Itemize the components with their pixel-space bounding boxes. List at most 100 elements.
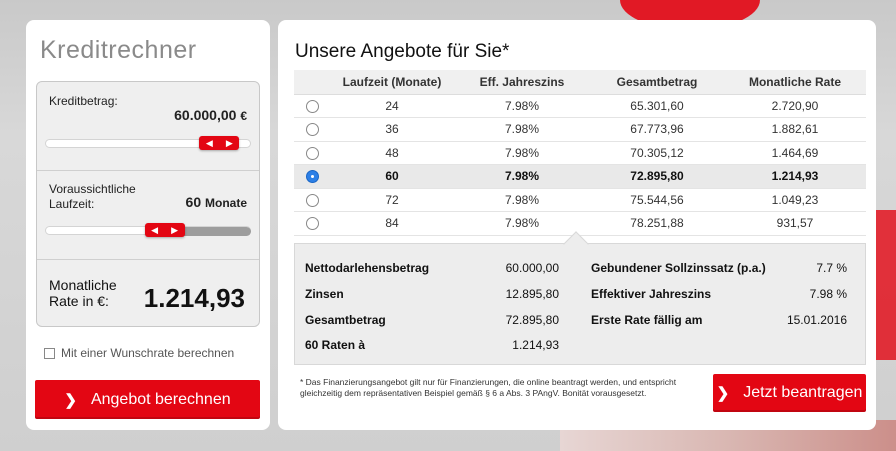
offer-total-cell: 67.773,96 — [590, 117, 724, 142]
interest-label: Zinsen — [305, 287, 344, 301]
offer-select-cell[interactable] — [294, 94, 330, 118]
calculate-offer-label: Angebot berechnen — [90, 390, 231, 408]
rate-label: Monatliche Rate in €: — [49, 277, 117, 309]
effective-rate-label: Effektiver Jahreszins — [591, 287, 712, 301]
effective-rate-value: 7.98 % — [809, 287, 847, 301]
offer-monthly-cell: 1.049,23 — [724, 188, 866, 212]
first-rate-label: Erste Rate fällig am — [591, 313, 703, 327]
table-header-row: Laufzeit (Monate) Eff. Jahreszins Gesamt… — [294, 70, 866, 95]
offer-monthly-cell: 931,57 — [724, 211, 866, 236]
rate-label-line2: Rate in €: — [49, 293, 109, 309]
footnote: * Das Finanzierungsangebot gilt nur für … — [300, 377, 677, 398]
offer-apr-cell: 7.98% — [454, 164, 590, 189]
total-label: Gesamtbetrag — [305, 313, 386, 327]
offer-monthly-cell: 1.464,69 — [724, 141, 866, 165]
offers-title: Unsere Angebote für Sie* — [295, 41, 510, 62]
offer-apr-cell: 7.98% — [454, 188, 590, 212]
offer-term-cell: 72 — [330, 188, 454, 212]
chevron-right-icon: ❯ — [716, 385, 730, 402]
offer-apr-cell: 7.98% — [454, 141, 590, 165]
term-value: 60 — [185, 194, 202, 210]
offer-term-cell: 60 — [330, 164, 454, 189]
amount-unit: € — [240, 109, 247, 123]
amount-value: 60.000,00 — [174, 107, 237, 123]
offers-panel: Unsere Angebote für Sie* Laufzeit (Monat… — [278, 20, 876, 430]
term-slider-handle[interactable]: ◀ ▶ — [144, 223, 185, 237]
offer-radio[interactable] — [305, 217, 319, 231]
first-rate-date: 15.01.2016 — [786, 313, 847, 327]
offer-radio[interactable] — [305, 170, 319, 184]
background-decoration — [876, 210, 896, 360]
apply-now-label: Jetzt beantragen — [743, 384, 863, 401]
offer-select-cell[interactable] — [294, 211, 330, 236]
table-row[interactable]: 36 7.98% 67.773,96 1.882,61 — [294, 117, 866, 142]
fixed-rate-label: Gebundener Sollzinssatz (p.a.) — [591, 261, 766, 275]
offer-total-cell: 70.305,12 — [590, 141, 724, 165]
offer-total-cell: 65.301,60 — [590, 94, 724, 118]
calculate-offer-button[interactable]: ❯ Angebot berechnen — [35, 380, 260, 419]
wish-rate-label: Mit einer Wunschrate berechnen — [61, 346, 235, 360]
divider — [37, 259, 259, 260]
offer-apr-cell: 7.98% — [454, 117, 590, 142]
divider — [37, 170, 259, 171]
term-slider-rest — [164, 227, 251, 236]
arrow-left-icon: ◀ — [205, 137, 213, 148]
offer-term-cell: 84 — [330, 211, 454, 236]
table-header: Eff. Jahreszins — [454, 70, 590, 95]
installments-value: 1.214,93 — [512, 338, 559, 352]
offer-radio[interactable] — [305, 146, 319, 160]
offer-total-cell: 75.544,56 — [590, 188, 724, 212]
table-row[interactable]: 60 7.98% 72.895,80 1.214,93 — [294, 164, 866, 189]
net-loan-label: Nettodarlehensbetrag — [305, 261, 430, 275]
offer-term-cell: 36 — [330, 117, 454, 142]
wish-rate-checkbox[interactable] — [44, 347, 55, 359]
offer-summary: Nettodarlehensbetrag 60.000,00 Zinsen 12… — [294, 231, 866, 365]
monthly-rate-value: 1.214,93 — [143, 283, 245, 313]
table-row[interactable]: 48 7.98% 70.305,12 1.464,69 — [294, 141, 866, 165]
calculator-panel: Kreditrechner Kreditbetrag: 60.000,00 € … — [26, 20, 270, 430]
offer-apr-cell: 7.98% — [454, 211, 590, 236]
total-value: 72.895,80 — [505, 313, 559, 327]
table-row[interactable]: 72 7.98% 75.544,56 1.049,23 — [294, 188, 866, 212]
term-value-display: 60 Monate — [186, 194, 247, 210]
offer-radio[interactable] — [305, 99, 319, 113]
offer-monthly-cell: 1.214,93 — [724, 164, 866, 189]
calculator-box: Kreditbetrag: 60.000,00 € ◀ ▶ Voraussich… — [36, 81, 260, 327]
table-header: Monatliche Rate — [724, 70, 866, 95]
wish-rate-option[interactable]: Mit einer Wunschrate berechnen — [44, 346, 234, 360]
net-loan-value: 60.000,00 — [505, 261, 559, 275]
apply-now-button[interactable]: ❯ Jetzt beantragen — [713, 374, 866, 412]
amount-slider-track[interactable] — [45, 139, 251, 148]
chevron-right-icon: ❯ — [64, 391, 77, 409]
table-header: Gesamtbetrag — [590, 70, 724, 95]
offer-term-cell: 48 — [330, 141, 454, 165]
table-row[interactable]: 84 7.98% 78.251,88 931,57 — [294, 211, 866, 236]
arrow-right-icon: ▶ — [225, 137, 233, 148]
offer-apr-cell: 7.98% — [454, 94, 590, 118]
amount-slider-handle[interactable]: ◀ ▶ — [199, 136, 240, 150]
amount-label: Kreditbetrag: — [49, 94, 118, 108]
rate-label-line1: Monatliche — [49, 277, 117, 293]
calculator-title: Kreditrechner — [40, 36, 197, 64]
term-label-line1: Voraussichtliche — [49, 182, 136, 196]
offer-radio[interactable] — [305, 123, 319, 137]
offer-monthly-cell: 2.720,90 — [724, 94, 866, 118]
fixed-rate-value: 7.7 % — [816, 261, 847, 275]
offer-select-cell[interactable] — [294, 117, 330, 142]
table-row[interactable]: 24 7.98% 65.301,60 2.720,90 — [294, 94, 866, 118]
offer-term-cell: 24 — [330, 94, 454, 118]
offer-total-cell: 72.895,80 — [590, 164, 724, 189]
term-label-line2: Laufzeit: — [49, 197, 95, 211]
amount-value-display: 60.000,00 € — [174, 107, 247, 123]
offer-select-cell[interactable] — [294, 164, 330, 189]
offer-select-cell[interactable] — [294, 141, 330, 165]
offer-radio[interactable] — [305, 193, 319, 207]
offer-select-cell[interactable] — [294, 188, 330, 212]
interest-value: 12.895,80 — [505, 287, 559, 301]
arrow-left-icon: ◀ — [151, 224, 159, 235]
term-label: Voraussichtliche Laufzeit: — [49, 182, 136, 212]
offer-total-cell: 78.251,88 — [590, 211, 724, 236]
offers-table: Laufzeit (Monate) Eff. Jahreszins Gesamt… — [294, 70, 866, 236]
term-unit: Monate — [205, 196, 247, 210]
table-header-select — [294, 70, 330, 95]
